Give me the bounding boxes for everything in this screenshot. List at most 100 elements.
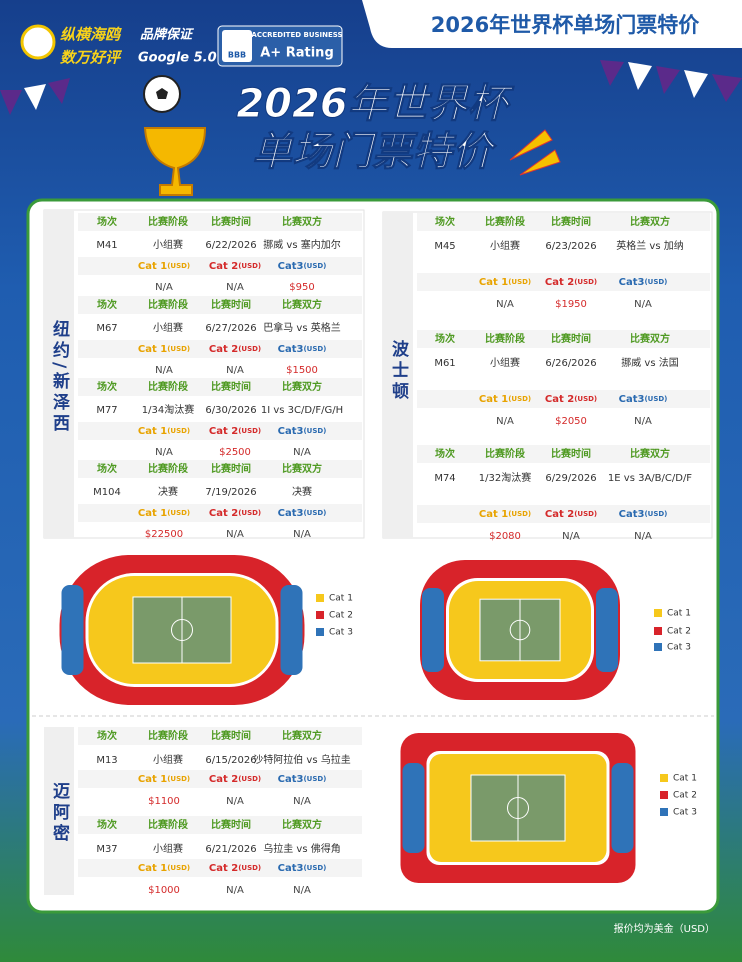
cell-date: 6/23/2026 (545, 241, 596, 252)
column-header: 比赛时间 (551, 447, 591, 460)
column-header: 比赛双方 (282, 818, 322, 831)
cell-teams: 挪威 vs 塞内加尔 (263, 238, 341, 251)
price: N/A (634, 299, 652, 310)
column-header: 比赛阶段 (148, 462, 188, 475)
currency: (USD) (508, 278, 531, 286)
column-header: 场次 (435, 447, 455, 460)
ticket-category: Cat3(USD) (278, 344, 327, 355)
currency: (USD) (167, 262, 190, 270)
cell-stage: 小组赛 (153, 238, 183, 251)
column-header: 场次 (97, 298, 117, 311)
footer-note: 报价均为美金（USD） (614, 922, 715, 935)
price: $1100 (148, 796, 180, 807)
category-row-bg (78, 422, 362, 440)
cell-date: 6/26/2026 (545, 358, 596, 369)
cell-stage: 1/34淘汰赛 (142, 403, 194, 416)
bbb-label: ACCREDITED BUSINESS (251, 31, 342, 39)
category-name: Cat3 (278, 863, 304, 874)
currency: (USD) (238, 509, 261, 517)
category-name: Cat 2 (209, 344, 238, 355)
column-header: 比赛时间 (211, 818, 251, 831)
category-name: Cat 2 (209, 426, 238, 437)
legend-swatch (316, 594, 324, 602)
column-header: 比赛阶段 (148, 298, 188, 311)
currency: (USD) (644, 278, 667, 286)
header-row-bg (78, 816, 362, 834)
pitch-circle (509, 619, 531, 641)
cell-match: M41 (96, 240, 117, 251)
cell-match: M61 (434, 358, 455, 369)
cell-teams: 沙特阿拉伯 vs 乌拉圭 (253, 753, 351, 766)
cell-match: M67 (96, 323, 117, 334)
cell-stage: 小组赛 (153, 753, 183, 766)
cell-match: M37 (96, 844, 117, 855)
price: N/A (496, 299, 514, 310)
header-row-bg (78, 460, 362, 478)
currency: (USD) (644, 395, 667, 403)
miami-label-col (44, 727, 74, 895)
cell-teams: 1I vs 3C/D/F/G/H (261, 405, 343, 416)
column-header: 场次 (97, 729, 117, 742)
category-name: Cat 1 (138, 426, 167, 437)
column-header: 比赛时间 (211, 729, 251, 742)
category-name: Cat3 (619, 509, 645, 520)
price: $2080 (489, 531, 521, 542)
currency: (USD) (574, 278, 597, 286)
price: N/A (226, 282, 244, 293)
ticket-category: Cat3(USD) (278, 426, 327, 437)
cell-match: M45 (434, 241, 455, 252)
soccer-ball-patch (156, 88, 168, 99)
brand-name: 纵横海鸥 (60, 26, 122, 44)
ticket-category: Cat 1(USD) (138, 344, 190, 355)
category-name: Cat 1 (479, 394, 508, 405)
currency: (USD) (644, 510, 667, 518)
currency: (USD) (238, 864, 261, 872)
currency: (USD) (574, 510, 597, 518)
category-name: Cat 2 (209, 508, 238, 519)
legend-swatch (660, 808, 668, 816)
category-name: Cat 1 (138, 774, 167, 785)
column-header: 比赛双方 (282, 729, 322, 742)
pitch-circle (507, 797, 529, 819)
city-name: 波士顿 (388, 339, 409, 403)
ticket-category: Cat 1(USD) (479, 394, 531, 405)
cell-date: 6/30/2026 (205, 405, 256, 416)
ticket-category: Cat 1(USD) (138, 508, 190, 519)
column-header: 比赛双方 (630, 215, 670, 228)
category-row-bg (417, 390, 710, 408)
price: N/A (293, 885, 311, 896)
category-name: Cat 2 (209, 774, 238, 785)
brand-logo (20, 24, 56, 60)
currency: (USD) (238, 427, 261, 435)
category-name: Cat 2 (545, 394, 574, 405)
legend-label: Cat 1 (673, 774, 697, 784)
boston-label-col (383, 212, 413, 538)
category-row-bg (78, 340, 362, 358)
category-row-bg (417, 505, 710, 523)
category-row-bg (78, 257, 362, 275)
guarantee: 品牌保证 (140, 27, 195, 43)
column-header: 比赛阶段 (485, 332, 525, 345)
cell-stage: 小组赛 (490, 356, 520, 369)
ticket-category: Cat3(USD) (278, 508, 327, 519)
category-row-bg (417, 273, 710, 291)
legend-label: Cat 3 (667, 643, 691, 653)
column-header: 比赛时间 (211, 298, 251, 311)
legend-label: Cat 1 (667, 609, 691, 619)
legend-swatch (660, 791, 668, 799)
price: $1000 (148, 885, 180, 896)
column-header: 比赛双方 (282, 380, 322, 393)
bbb-logo: BBB (228, 51, 246, 60)
column-header: 场次 (97, 215, 117, 228)
cell-stage: 小组赛 (490, 239, 520, 252)
legend-swatch (660, 774, 668, 782)
category-row-bg (78, 770, 362, 788)
category-name: Cat3 (278, 508, 304, 519)
legend-swatch (654, 609, 662, 617)
ticket-category: Cat 1(USD) (479, 277, 531, 288)
legend-label: Cat 1 (329, 594, 353, 604)
ticket-category: Cat 2(USD) (209, 344, 261, 355)
cell-match: M74 (434, 473, 455, 484)
header-row-bg (78, 296, 362, 314)
stadium-side (61, 585, 84, 675)
